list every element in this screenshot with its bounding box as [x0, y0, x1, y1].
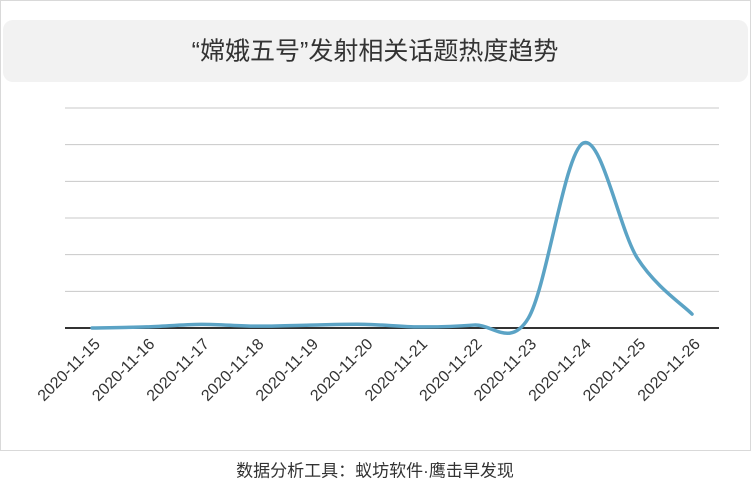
source-note: 数据分析工具：蚁坊软件·鹰击早发现 — [236, 461, 514, 480]
title-box — [3, 20, 748, 82]
line-series — [90, 140, 694, 335]
chart-title: “嫦娥五号”发射相关话题热度趋势 — [192, 38, 559, 66]
